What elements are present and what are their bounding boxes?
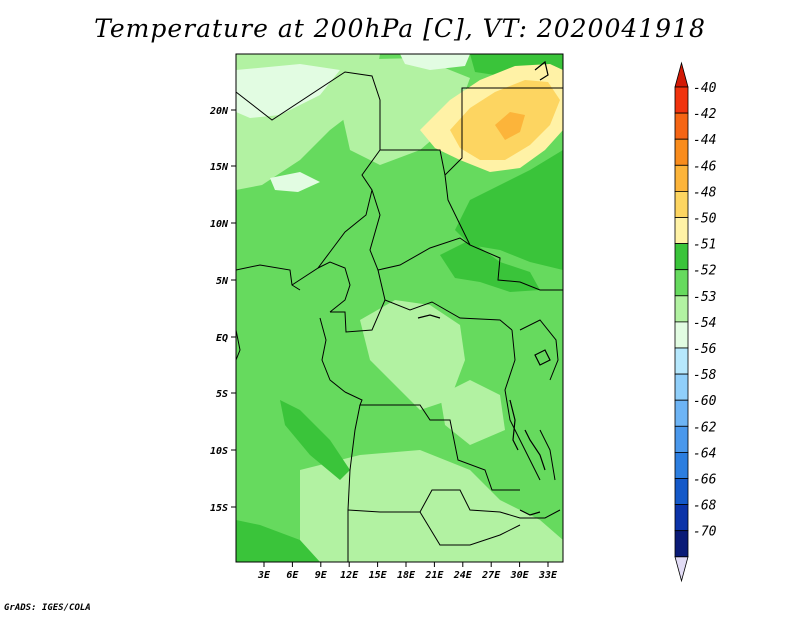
field-dark-band: [440, 240, 540, 292]
lon-label: 15E: [369, 570, 388, 581]
colorbar-label: -40: [693, 81, 717, 96]
colorbar-swatch: [674, 217, 689, 245]
colorbar-swatch: [674, 112, 689, 140]
colorbar: -40 -42 -44 -46 -48 -50 -51 -52 -53 -54 -56 -58 -60 -…: [674, 61, 717, 583]
field-light-north: [330, 58, 470, 165]
field-light-congo: [360, 300, 465, 410]
grads-credit: GrADS: IGES/COLA: [4, 603, 91, 613]
lat-label: 10N: [210, 219, 229, 230]
colorbar-label: -62: [693, 420, 717, 435]
colorbar-swatch: [674, 504, 689, 532]
lon-label: 3E: [257, 570, 271, 581]
colorbar-swatch: [674, 399, 689, 427]
colorbar-swatch: [674, 321, 689, 349]
lat-label: 10S: [210, 446, 228, 457]
field-dark-sw: [236, 520, 320, 562]
lat-label: 15N: [210, 162, 229, 173]
colorbar-label: -46: [693, 159, 717, 174]
lat-label: 5S: [216, 389, 228, 400]
colorbar-swatch: [674, 269, 689, 297]
border-lines: [236, 71, 563, 562]
colorbar-bottom-arrow: [674, 556, 689, 583]
lon-label: 33E: [538, 570, 558, 581]
colorbar-swatch: [674, 451, 689, 479]
colorbar-label: -58: [693, 368, 717, 383]
colorbar-label: -68: [693, 499, 717, 514]
field-warm-inner: [495, 112, 525, 140]
colorbar-top-arrow: [674, 61, 689, 88]
field-dark-west: [280, 400, 350, 480]
colorbar-label: -64: [693, 446, 716, 461]
colorbar-swatch: [674, 190, 689, 218]
colorbar-swatch: [674, 138, 689, 166]
field-light-east: [440, 380, 505, 445]
colorbar-label: -48: [693, 185, 717, 200]
colorbar-label: -53: [693, 290, 716, 305]
colorbar-swatch: [674, 295, 689, 323]
colorbar-label: -70: [693, 525, 717, 540]
lon-label: 30E: [510, 570, 530, 581]
longitude-axis: 3E 6E 9E 12E 15E 18E 21E 24E 27E 30E 33E: [257, 562, 558, 581]
latitude-axis: 20N 15N 10N 5N EQ 5S 10S 15S: [209, 106, 236, 514]
colorbar-swatch: [674, 347, 689, 375]
colorbar-swatch: [674, 164, 689, 192]
lon-label: 12E: [340, 570, 359, 581]
colorbar-label: -54: [693, 316, 716, 331]
lat-label: 20N: [209, 106, 229, 117]
temperature-field: [236, 54, 563, 562]
field-lighter-mid: [270, 172, 320, 192]
colorbar-swatch: [674, 478, 689, 506]
colorbar-label: -66: [693, 473, 717, 488]
lat-label: EQ: [216, 333, 228, 344]
lon-label: 21E: [424, 570, 444, 581]
colorbar-swatch: [674, 243, 689, 271]
lat-label: 5N: [216, 276, 229, 287]
colorbar-label: -51: [693, 238, 716, 253]
colorbar-swatch: [674, 425, 689, 453]
field-lighter-north: [400, 54, 470, 70]
colorbar-label: -42: [693, 107, 717, 122]
colorbar-label: -56: [693, 342, 717, 357]
colorbar-swatch: [674, 373, 689, 401]
field-lighter-nw: [236, 64, 340, 118]
chart-title: Temperature at 200hPa [C], VT: 202004191…: [94, 14, 706, 43]
colorbar-swatch: [674, 86, 689, 114]
colorbar-label: -60: [693, 394, 717, 409]
lon-label: 24E: [453, 570, 473, 581]
lon-label: 18E: [397, 570, 416, 581]
lat-label: 15S: [210, 503, 228, 514]
lake-outlines: [417, 60, 551, 516]
map-frame: [235, 53, 564, 563]
lon-label: 9E: [315, 570, 328, 581]
colorbar-label: -52: [693, 264, 717, 279]
colorbar-label: -44: [693, 133, 716, 148]
colorbar-swatch: [674, 530, 689, 558]
lon-label: 6E: [286, 570, 299, 581]
lon-label: 27E: [481, 570, 501, 581]
colorbar-label: -50: [693, 212, 717, 227]
field-light-south: [300, 450, 563, 562]
field-dark-ne: [455, 54, 563, 270]
